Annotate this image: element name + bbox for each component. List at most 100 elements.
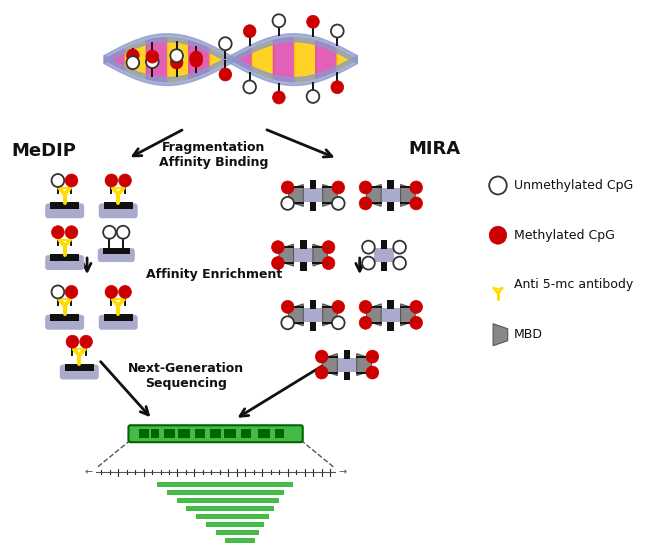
Circle shape — [52, 226, 64, 239]
Polygon shape — [289, 184, 303, 206]
Bar — [104, 202, 133, 210]
Circle shape — [362, 257, 375, 269]
Circle shape — [219, 37, 231, 50]
Circle shape — [119, 286, 132, 299]
Bar — [50, 254, 79, 261]
Bar — [176, 498, 279, 503]
Circle shape — [366, 350, 379, 363]
Circle shape — [52, 174, 64, 187]
Circle shape — [322, 241, 335, 254]
Circle shape — [282, 316, 294, 329]
Polygon shape — [401, 304, 415, 326]
Text: Next-Generation
Sequencing: Next-Generation Sequencing — [128, 362, 245, 390]
Bar — [65, 363, 94, 371]
Circle shape — [243, 80, 256, 93]
Text: Fragmentation
Affinity Binding: Fragmentation Affinity Binding — [159, 141, 268, 169]
Circle shape — [410, 181, 422, 194]
Circle shape — [119, 174, 132, 187]
Bar — [387, 300, 394, 309]
Polygon shape — [323, 184, 337, 206]
Text: MBD: MBD — [514, 328, 543, 341]
Circle shape — [282, 300, 294, 314]
Circle shape — [359, 197, 372, 210]
Circle shape — [332, 316, 344, 329]
Bar — [50, 202, 79, 210]
Text: MeDIP: MeDIP — [11, 141, 76, 160]
Polygon shape — [323, 304, 337, 326]
Polygon shape — [366, 184, 381, 206]
Bar — [344, 349, 350, 359]
Bar — [303, 308, 323, 322]
Polygon shape — [357, 354, 371, 376]
Circle shape — [105, 174, 118, 187]
Bar — [50, 314, 79, 321]
FancyBboxPatch shape — [98, 248, 135, 262]
Polygon shape — [493, 324, 508, 345]
Bar — [309, 181, 317, 190]
Circle shape — [126, 49, 139, 62]
Circle shape — [315, 366, 328, 379]
Bar — [167, 490, 284, 495]
Circle shape — [66, 335, 79, 348]
Bar — [387, 181, 394, 190]
Circle shape — [272, 91, 285, 104]
Circle shape — [362, 241, 375, 254]
Circle shape — [393, 257, 406, 269]
Polygon shape — [279, 244, 293, 266]
Bar — [258, 429, 270, 438]
Circle shape — [146, 55, 159, 68]
Bar — [225, 538, 254, 543]
Bar — [381, 188, 401, 202]
Polygon shape — [366, 304, 381, 326]
Polygon shape — [313, 244, 328, 266]
Bar — [381, 262, 387, 271]
Circle shape — [331, 25, 344, 37]
FancyBboxPatch shape — [59, 364, 98, 380]
Bar — [151, 429, 159, 438]
Circle shape — [359, 300, 372, 314]
Polygon shape — [401, 184, 415, 206]
Circle shape — [489, 226, 507, 244]
Circle shape — [307, 90, 319, 103]
Circle shape — [332, 197, 344, 210]
Bar — [309, 202, 317, 211]
Circle shape — [322, 257, 335, 269]
Circle shape — [190, 54, 202, 67]
Circle shape — [307, 15, 319, 28]
Circle shape — [331, 80, 344, 94]
Bar — [387, 322, 394, 331]
Bar — [275, 429, 284, 438]
Circle shape — [126, 56, 139, 69]
Bar — [165, 429, 175, 438]
Bar — [157, 482, 293, 487]
Circle shape — [282, 197, 294, 210]
Circle shape — [171, 56, 183, 69]
Circle shape — [103, 226, 116, 239]
Bar — [224, 429, 236, 438]
Circle shape — [282, 181, 294, 194]
Bar — [206, 522, 264, 527]
Circle shape — [190, 51, 202, 64]
Bar — [102, 248, 130, 254]
FancyBboxPatch shape — [128, 425, 303, 442]
FancyBboxPatch shape — [98, 203, 137, 219]
Bar — [139, 429, 149, 438]
Circle shape — [80, 335, 93, 348]
Bar — [309, 300, 317, 309]
Bar — [186, 506, 274, 511]
Circle shape — [65, 174, 78, 187]
FancyBboxPatch shape — [45, 315, 84, 330]
Bar — [195, 429, 206, 438]
Circle shape — [65, 226, 78, 239]
Bar — [300, 262, 307, 271]
Circle shape — [332, 181, 344, 194]
Bar — [196, 514, 269, 519]
Text: ←: ← — [85, 467, 93, 477]
FancyBboxPatch shape — [98, 315, 137, 330]
Bar — [374, 248, 394, 262]
Circle shape — [366, 366, 379, 379]
Polygon shape — [323, 354, 337, 376]
Circle shape — [65, 286, 78, 299]
Circle shape — [332, 300, 344, 314]
Bar — [293, 248, 313, 262]
